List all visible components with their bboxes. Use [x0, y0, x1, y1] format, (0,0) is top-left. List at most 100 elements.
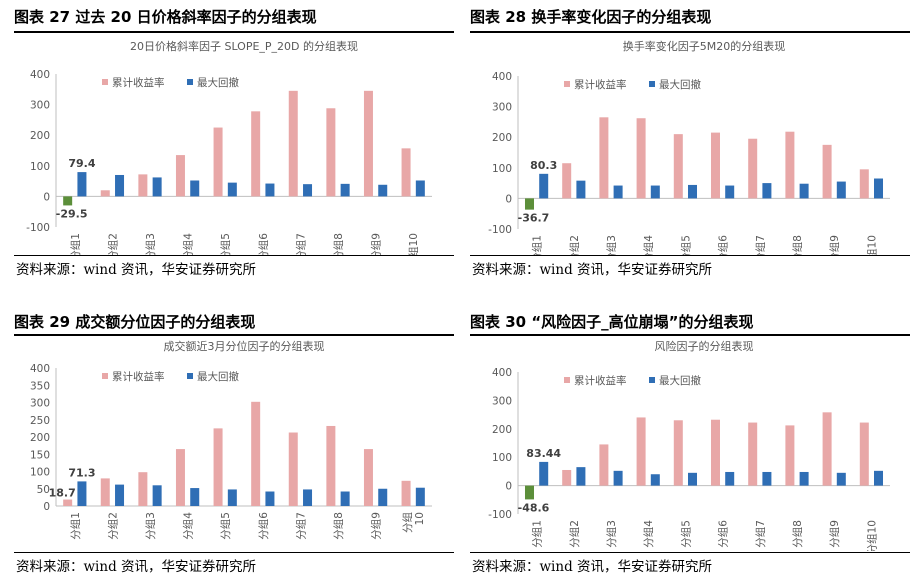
bar-max-drawdown: [762, 471, 772, 486]
legend-label: 最大回撤: [197, 76, 239, 89]
bar-max-drawdown: [265, 183, 275, 197]
x-tick-label: 分组6: [717, 520, 730, 548]
y-tick-label: 0: [505, 481, 512, 493]
x-tick-label: 分组4: [182, 512, 195, 540]
bar-max-drawdown: [576, 467, 586, 486]
x-tick-label: 分组1: [69, 233, 82, 256]
legend-swatch: [649, 81, 655, 87]
bar-cumulative-return: [748, 422, 758, 486]
bar-cumulative-return: [63, 499, 73, 506]
bar-cumulative-return: [673, 134, 683, 199]
y-tick-label: 200: [492, 424, 512, 436]
bar-max-drawdown: [378, 184, 388, 197]
figure-30: 图表 30 “风险因子_高位崩塌”的分组表现 风险因子的分组表现 400 300 20…: [470, 311, 910, 581]
x-tick-label: 分组8: [332, 233, 345, 256]
bar-cumulative-return: [710, 419, 720, 486]
chart-title: 换手率变化因子5M20的分组表现: [623, 39, 786, 53]
y-tick-label: 200: [492, 132, 512, 144]
bar-cumulative-return: [288, 432, 298, 506]
chart-title: 20日价格斜率因子 SLOPE_P_20D 的分组表现: [130, 39, 358, 53]
bar-max-drawdown: [725, 471, 735, 486]
y-tick-label: 300: [492, 102, 512, 114]
y-tick-label: 350: [30, 380, 50, 392]
legend-label: 累计收益率: [112, 370, 165, 383]
chart-title: 成交额近3月分位因子的分组表现: [164, 339, 325, 353]
y-tick-label: 250: [30, 415, 50, 427]
x-tick-label: 分组5: [219, 512, 232, 540]
x-tick-label: 分组4: [642, 235, 655, 256]
bar-max-drawdown: [340, 183, 350, 197]
y-tick-label: 400: [492, 71, 512, 83]
bar-cumulative-return: [822, 412, 832, 486]
legend-label: 最大回撤: [659, 78, 701, 91]
bar-cumulative-return: [822, 144, 832, 199]
chart-30: 风险因子的分组表现 400 300 200 100 0 -100 -48.6 83.44 分组1 分…: [488, 339, 890, 551]
data-label: -29.5: [56, 207, 88, 220]
figure-28: 图表 28 换手率变化因子的分组表现 换手率变化因子5M20的分组表现 400 30…: [470, 6, 910, 286]
bar-cumulative-return: [326, 108, 336, 197]
bar-max-drawdown: [539, 173, 549, 199]
data-label: -48.6: [518, 501, 550, 514]
bar-cumulative-return: [251, 401, 261, 506]
y-tick-label: 400: [30, 363, 50, 375]
x-tick-label: 分组7: [754, 520, 767, 548]
y-tick-label: 100: [30, 161, 50, 173]
bar-cumulative-return: [138, 472, 148, 506]
bar-cumulative-return: [710, 132, 720, 199]
data-label: 83.44: [526, 447, 561, 460]
bar-max-drawdown: [799, 471, 809, 486]
x-tick-label: 分组2: [106, 512, 119, 540]
y-tick-label: 100: [30, 467, 50, 479]
y-tick-label: 150: [30, 449, 50, 461]
y-tick-label: -100: [26, 222, 50, 234]
x-tick-label: 分组7: [294, 233, 307, 256]
bar-cumulative-return: [562, 469, 572, 486]
x-tick-label: 分组2: [568, 235, 581, 256]
data-label: -36.7: [518, 212, 550, 225]
bar-max-drawdown: [539, 461, 549, 486]
bar-cumulative-return: [175, 155, 185, 197]
bar-cumulative-return: [288, 90, 298, 197]
x-tick-label: 分组5: [219, 233, 232, 256]
bar-cumulative-return: [63, 196, 73, 206]
x-tick-label: 分组5: [679, 520, 692, 548]
x-tick-label: 分组9: [828, 235, 841, 256]
x-tick-label: 分组6: [257, 512, 270, 540]
x-tick-label: 分组9: [370, 512, 383, 540]
y-tick-label: 0: [43, 501, 50, 513]
source-rule: [470, 552, 910, 553]
legend-label: 最大回撤: [197, 370, 239, 383]
y-tick-label: 100: [492, 163, 512, 175]
data-label: 18.7: [49, 487, 76, 500]
x-tick-label: 分组3: [144, 512, 157, 540]
bar-max-drawdown: [115, 484, 125, 506]
legend-swatch: [649, 377, 655, 383]
x-tick-label: 分组8: [332, 512, 345, 540]
y-tick-label: -100: [488, 509, 512, 521]
figure-29: 图表 29 成交额分位因子的分组表现 成交额近3月分位因子的分组表现 400 350…: [14, 311, 454, 581]
bar-max-drawdown: [613, 470, 623, 486]
x-tick-label: 分组7: [294, 512, 307, 540]
bar-max-drawdown: [874, 178, 884, 199]
bar-max-drawdown: [799, 183, 809, 199]
source-note: 资料来源：wind 资讯，华安证券研究所: [16, 262, 257, 278]
bar-cumulative-return: [100, 478, 110, 506]
x-tick-label: 分组9: [828, 520, 841, 548]
y-tick-label: 0: [505, 193, 512, 205]
y-tick-label: 400: [492, 367, 512, 379]
x-tick-label: 分组10: [865, 235, 878, 256]
legend-swatch: [564, 81, 570, 87]
bar-max-drawdown: [227, 489, 237, 506]
source-note: 资料来源：wind 资讯，华安证券研究所: [16, 559, 257, 575]
data-label: 80.3: [530, 159, 557, 172]
legend-swatch: [102, 373, 108, 379]
bar-max-drawdown: [576, 180, 586, 199]
y-tick-label: 200: [30, 130, 50, 142]
x-tick-label: 分组3: [605, 520, 618, 548]
bar-cumulative-return: [363, 90, 373, 197]
bar-cumulative-return: [748, 138, 758, 199]
source-rule: [14, 552, 454, 553]
chart-27: 20日价格斜率因子 SLOPE_P_20D 的分组表现 400 300 200 100 0…: [26, 39, 432, 256]
title-rule: [14, 31, 454, 33]
bar-max-drawdown: [836, 181, 846, 199]
